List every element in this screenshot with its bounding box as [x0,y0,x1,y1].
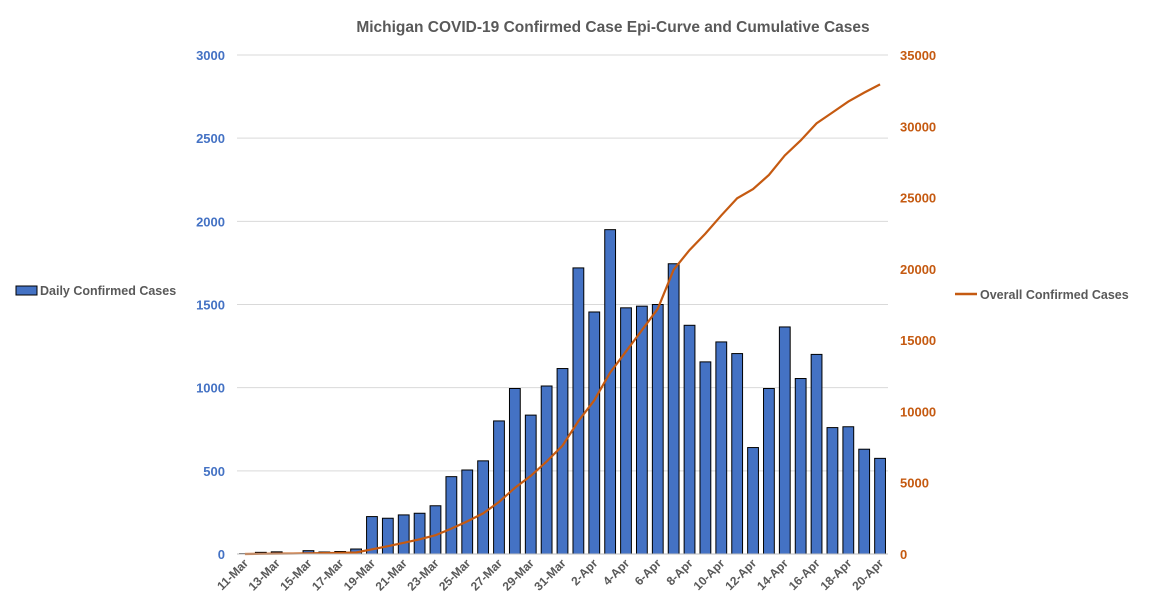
bar-27-Mar [493,420,505,555]
bar-29-Mar [524,414,537,555]
x-tick-label: 20-Apr [849,556,886,593]
x-tick-label: 17-Mar [309,556,346,593]
bar-25-Mar [461,469,474,555]
right-y-tick-label: 30000 [900,119,936,134]
legend-label-overall: Overall Confirmed Cases [980,288,1129,302]
x-tick-label: 31-Mar [531,556,568,593]
x-axis: 11-Mar13-Mar15-Mar17-Mar19-Mar21-Mar23-M… [214,553,888,593]
x-tick-label: 4-Apr [600,556,632,588]
bar-6-Apr [651,304,664,555]
bar-26-Mar [477,460,490,555]
left-y-tick-label: 2000 [196,214,225,229]
bar-17-Apr [826,427,839,555]
left-y-tick-label: 1000 [196,381,225,396]
x-tick-label: 21-Mar [373,556,410,593]
right-y-tick-label: 0 [900,547,907,562]
left-y-tick-label: 500 [203,464,225,479]
bar-1-Apr [572,267,585,555]
bar-20-Mar [381,517,394,555]
x-tick-label: 23-Mar [404,556,441,593]
left-y-tick-label: 3000 [196,48,225,63]
bar-19-Apr [858,448,871,555]
bar-13-Apr [763,388,775,555]
x-tick-label: 19-Mar [341,556,378,593]
bar-20-Apr [874,457,886,555]
x-tick-label: 27-Mar [468,556,505,593]
bar-31-Mar [556,368,569,555]
right-y-tick-label: 5000 [900,476,929,491]
bar-28-Mar [508,388,521,555]
right-y-tick-label: 25000 [900,191,936,206]
legend-label-daily: Daily Confirmed Cases [40,284,176,298]
line-series [244,83,881,556]
bar-16-Apr [810,353,823,555]
legend-swatch-daily [15,285,38,296]
right-y-tick-label: 35000 [900,48,936,63]
right-y-tick-label: 10000 [900,404,936,419]
bar-12-Apr [747,447,759,555]
x-tick-label: 13-Mar [246,556,283,593]
x-tick-label: 15-Mar [277,556,314,593]
bar-5-Apr [635,305,648,555]
bar-7-Apr [667,263,680,555]
bar-9-Apr [699,361,712,555]
x-tick-label: 2-Apr [568,556,600,588]
bar-series [239,229,886,555]
bar-10-Apr [715,341,728,555]
legend-left: Daily Confirmed Cases [15,284,176,298]
bar-22-Mar [413,512,426,555]
x-tick-label: 25-Mar [436,556,473,593]
bar-30-Mar [540,385,553,555]
bar-15-Apr [794,378,807,555]
x-tick-label: 18-Apr [818,556,855,593]
right-y-tick-label: 15000 [900,333,936,348]
x-tick-label: 16-Apr [786,556,823,593]
bar-18-Apr [842,426,855,555]
bar-14-Apr [778,326,791,555]
legend-right: Overall Confirmed Cases [955,288,1129,302]
x-tick-label: 6-Apr [632,556,664,588]
x-tick-label: 10-Apr [691,556,728,593]
x-tick-label: 12-Apr [722,556,759,593]
right-y-tick-label: 20000 [900,262,936,277]
chart-title: Michigan COVID-19 Confirmed Case Epi-Cur… [356,19,869,36]
left-y-axis: 0 500 1000 1500 2000 2500 3000 [196,48,225,562]
x-tick-label: 14-Apr [754,556,791,593]
left-y-tick-label: 1500 [196,298,225,313]
bar-21-Mar [397,514,410,555]
bar-2-Apr [588,311,601,555]
bar-23-Mar [429,505,442,555]
bar-11-Apr [731,353,744,555]
x-tick-label: 29-Mar [500,556,537,593]
bar-8-Apr [683,324,696,555]
bar-24-Mar [445,476,458,555]
left-y-tick-label: 2500 [196,131,225,146]
cumulative-line [244,83,881,556]
left-y-tick-label: 0 [218,547,225,562]
bar-3-Apr [604,229,617,555]
right-y-axis: 0 5000 10000 15000 20000 25000 30000 35000 [900,48,936,562]
